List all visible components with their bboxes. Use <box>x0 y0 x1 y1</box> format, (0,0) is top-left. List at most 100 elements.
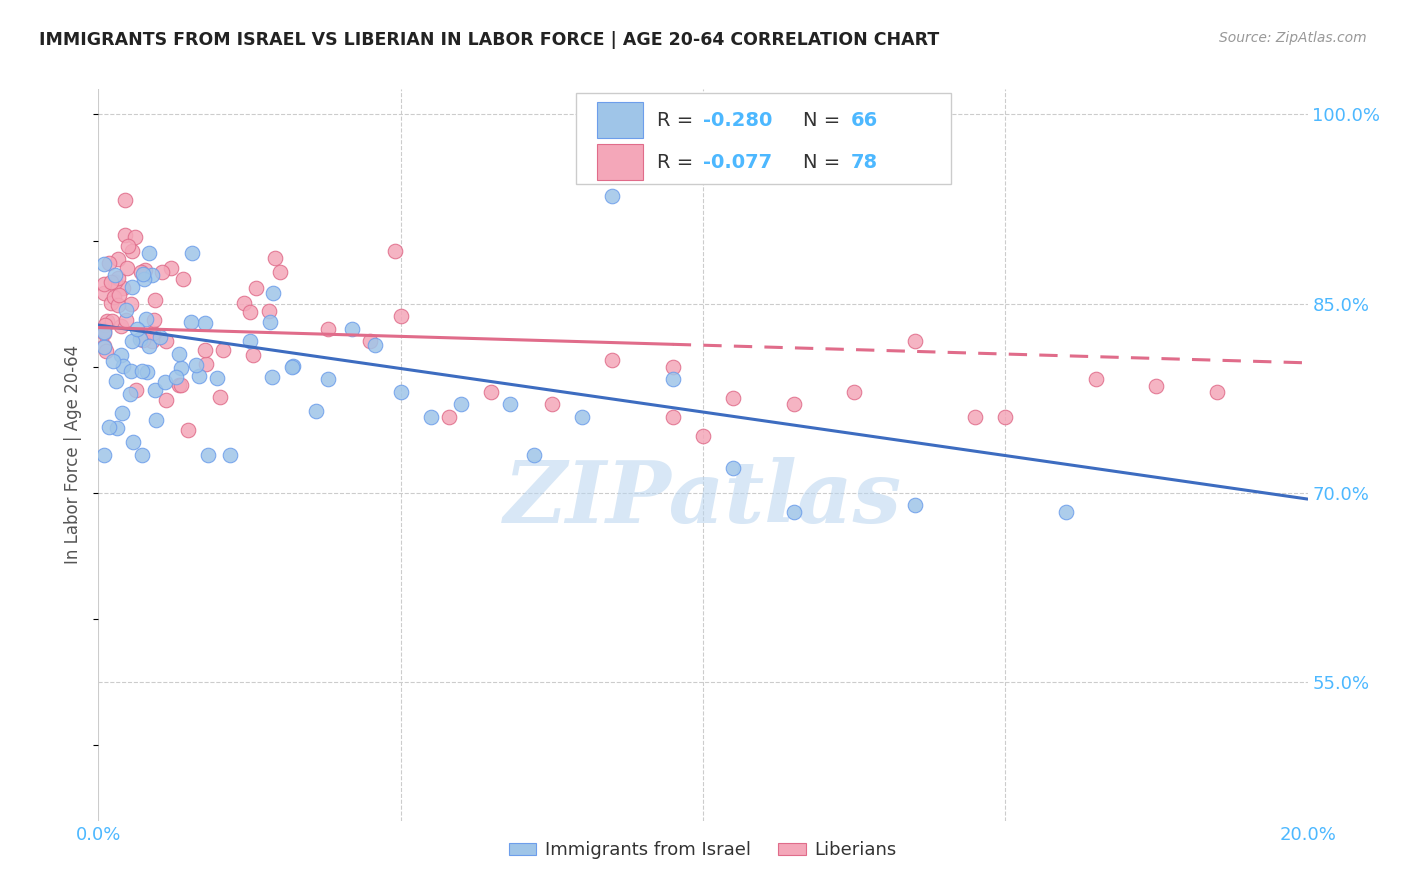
Point <box>141 334 163 348</box>
Point <box>1054 505 1077 519</box>
Point <box>141 268 163 283</box>
Point <box>100 295 122 310</box>
Point <box>129 264 152 278</box>
Point <box>94 318 117 332</box>
Point <box>170 360 193 375</box>
Point <box>93 257 115 271</box>
Point <box>110 318 132 333</box>
Point <box>121 244 143 259</box>
Point <box>93 448 115 462</box>
Point <box>420 410 443 425</box>
Text: ZIPatlas: ZIPatlas <box>503 457 903 541</box>
Point <box>723 391 745 405</box>
Point <box>121 279 143 293</box>
Point <box>124 383 146 397</box>
Point <box>1206 384 1229 399</box>
Point <box>1144 378 1167 392</box>
FancyBboxPatch shape <box>576 93 950 185</box>
Point <box>145 413 167 427</box>
Point <box>167 377 190 392</box>
Point <box>360 334 382 349</box>
Point <box>125 322 148 336</box>
Point <box>723 460 745 475</box>
Point <box>104 275 127 289</box>
Point <box>450 397 472 411</box>
Point <box>114 302 136 317</box>
Text: N =: N = <box>803 111 846 129</box>
Point <box>540 397 562 411</box>
Point <box>143 313 166 327</box>
Point <box>97 420 120 434</box>
Point <box>661 410 683 425</box>
Point <box>115 312 138 326</box>
Point <box>661 359 683 374</box>
Point <box>111 281 134 295</box>
Point <box>98 256 121 270</box>
Point <box>692 429 714 443</box>
Point <box>783 397 806 411</box>
Point <box>219 448 242 462</box>
FancyBboxPatch shape <box>596 145 643 180</box>
Point <box>122 434 145 449</box>
Point <box>172 272 194 286</box>
Point <box>498 397 520 411</box>
Point <box>124 230 146 244</box>
Point <box>904 334 927 349</box>
Text: Source: ZipAtlas.com: Source: ZipAtlas.com <box>1219 31 1367 45</box>
Point <box>1085 372 1108 386</box>
Point <box>121 334 143 349</box>
Text: 66: 66 <box>851 111 877 129</box>
Point <box>197 448 219 462</box>
Point <box>132 333 155 347</box>
FancyBboxPatch shape <box>596 103 643 137</box>
Point <box>194 343 217 357</box>
Point <box>142 326 165 340</box>
Point <box>103 290 125 304</box>
Text: -0.077: -0.077 <box>703 153 772 171</box>
Point <box>136 365 159 379</box>
Point <box>138 339 160 353</box>
Point <box>93 323 115 337</box>
Point <box>316 322 339 336</box>
Text: IMMIGRANTS FROM ISRAEL VS LIBERIAN IN LABOR FORCE | AGE 20-64 CORRELATION CHART: IMMIGRANTS FROM ISRAEL VS LIBERIAN IN LA… <box>39 31 939 49</box>
Point <box>194 316 217 330</box>
Point <box>481 384 503 399</box>
Point <box>104 374 127 388</box>
Point <box>167 347 190 361</box>
Point <box>134 311 156 326</box>
Point <box>93 285 115 300</box>
Text: R =: R = <box>657 111 700 129</box>
Point <box>93 326 115 340</box>
Point <box>257 304 280 318</box>
Point <box>143 293 166 308</box>
Point <box>134 271 156 285</box>
Point <box>264 251 287 265</box>
Point <box>602 353 624 368</box>
Point <box>239 334 262 349</box>
Point <box>364 338 387 352</box>
Point <box>96 343 118 358</box>
Text: -0.280: -0.280 <box>703 111 772 129</box>
Point <box>159 261 181 276</box>
Point <box>96 314 118 328</box>
Point <box>783 505 806 519</box>
Point <box>107 271 129 285</box>
Point <box>188 369 211 384</box>
Point <box>212 343 235 357</box>
Point <box>93 340 115 354</box>
Point <box>132 267 155 281</box>
Point <box>112 359 135 373</box>
Point <box>281 359 304 374</box>
Point <box>239 305 262 319</box>
Text: N =: N = <box>803 153 846 171</box>
Point <box>602 189 624 203</box>
Point <box>107 421 129 435</box>
Point <box>281 359 304 373</box>
Point <box>194 357 217 371</box>
Point <box>165 370 187 384</box>
Point <box>389 309 412 323</box>
Point <box>242 348 264 362</box>
Text: 78: 78 <box>851 153 877 171</box>
Point <box>205 371 228 385</box>
Point <box>131 364 153 378</box>
